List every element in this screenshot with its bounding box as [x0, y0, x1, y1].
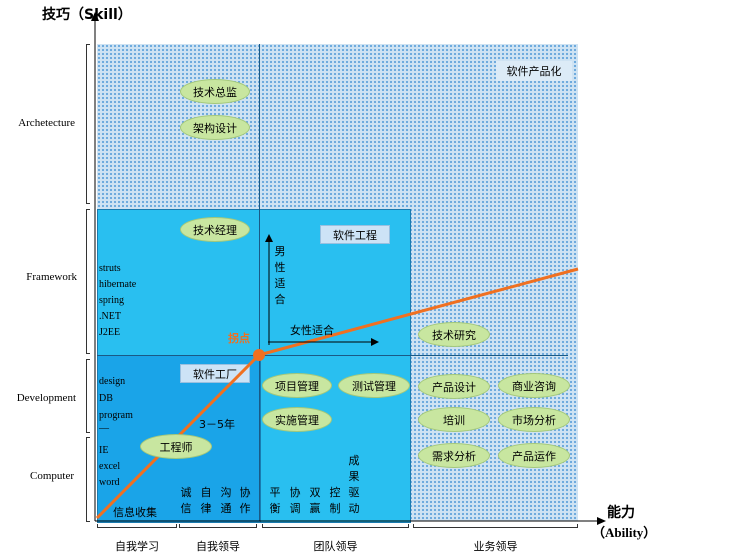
zone-middle-label: 软件工程 [320, 225, 390, 244]
quadrant-line-horizontal [97, 355, 568, 356]
development-item: design [99, 376, 126, 387]
y-brace-development [86, 359, 90, 433]
oval-architecture-design: 架构设计 [180, 115, 250, 140]
oval-product-design: 产品设计 [418, 374, 490, 399]
computer-item: excel [99, 461, 121, 472]
vertical-word-integrity: 诚信 [180, 486, 192, 515]
male-fit-label: 男性适合 [274, 245, 286, 306]
vertical-word-results-driven: 成果驱动 [348, 454, 360, 515]
framework-list: struts hibernate spring .NET J2EE [99, 261, 136, 341]
y-level-framework: Framework [26, 271, 77, 283]
quadrant-line-vertical [259, 44, 260, 521]
x-brace-self-leadership [179, 524, 257, 528]
x-axis-subtitle: （Ability） [592, 525, 657, 540]
oval-training: 培训 [418, 407, 490, 432]
vertical-word-self-discipline: 自律 [200, 486, 212, 515]
framework-item: hibernate [99, 279, 137, 290]
oval-requirements-analysis: 需求分析 [418, 443, 490, 468]
years-label: 3－5年 [199, 418, 235, 431]
vertical-word-balance: 平衡 [269, 486, 281, 515]
y-level-architecture: Archetecture [18, 117, 75, 129]
development-list: design DB program — [99, 373, 133, 434]
vertical-word-coordination: 协调 [289, 486, 301, 515]
y-axis-title: 技巧（Skill） [42, 7, 132, 23]
female-fit-label: 女性适合 [290, 324, 334, 337]
y-level-computer: Computer [30, 470, 74, 482]
y-brace-framework [86, 209, 90, 354]
x-brace-business-leadership [413, 524, 578, 528]
zone-inner-label: 软件工厂 [180, 364, 250, 383]
x-level-team-leadership: 团队领导 [313, 540, 358, 553]
zone-outer-label: 软件产品化 [496, 61, 572, 81]
computer-item: IE [99, 445, 109, 456]
oval-test-management: 测试管理 [338, 373, 410, 398]
y-brace-computer [86, 437, 90, 522]
vertical-word-control: 控制 [329, 486, 341, 515]
development-item: program [99, 410, 133, 421]
info-collect-label: 信息收集 [113, 506, 157, 519]
oval-project-management: 项目管理 [262, 373, 332, 398]
framework-item: struts [99, 263, 121, 274]
oval-implementation-management: 实施管理 [262, 407, 332, 432]
computer-list: IE excel word [99, 443, 120, 491]
oval-tech-manager: 技术经理 [180, 217, 250, 242]
x-axis-title: 能力 [607, 505, 635, 521]
vertical-word-collaboration: 协作 [239, 486, 251, 515]
framework-item: J2EE [99, 327, 121, 338]
inflection-point-label: 拐点 [228, 332, 250, 345]
x-level-business-leadership: 业务领导 [473, 540, 518, 553]
oval-business-consulting: 商业咨询 [498, 373, 570, 398]
x-level-self-leadership: 自我领导 [196, 540, 240, 553]
y-level-development: Development [16, 392, 76, 404]
oval-market-analysis: 市场分析 [498, 407, 570, 432]
development-item: — [99, 423, 109, 434]
vertical-word-communication: 沟通 [220, 486, 232, 515]
x-level-self-learning: 自我学习 [115, 540, 159, 553]
computer-item: word [99, 477, 120, 488]
vertical-word-win-win: 双赢 [309, 486, 321, 515]
framework-item: spring [99, 295, 124, 306]
oval-product-operation: 产品运作 [498, 443, 570, 468]
oval-tech-research: 技术研究 [418, 322, 490, 347]
x-brace-team-leadership [262, 524, 409, 528]
x-brace-self-learning [97, 524, 177, 528]
oval-tech-director: 技术总监 [180, 79, 250, 104]
development-item: DB [99, 393, 113, 404]
y-brace-architecture [86, 44, 90, 204]
oval-engineer: 工程师 [140, 434, 212, 459]
framework-item: .NET [99, 311, 121, 322]
